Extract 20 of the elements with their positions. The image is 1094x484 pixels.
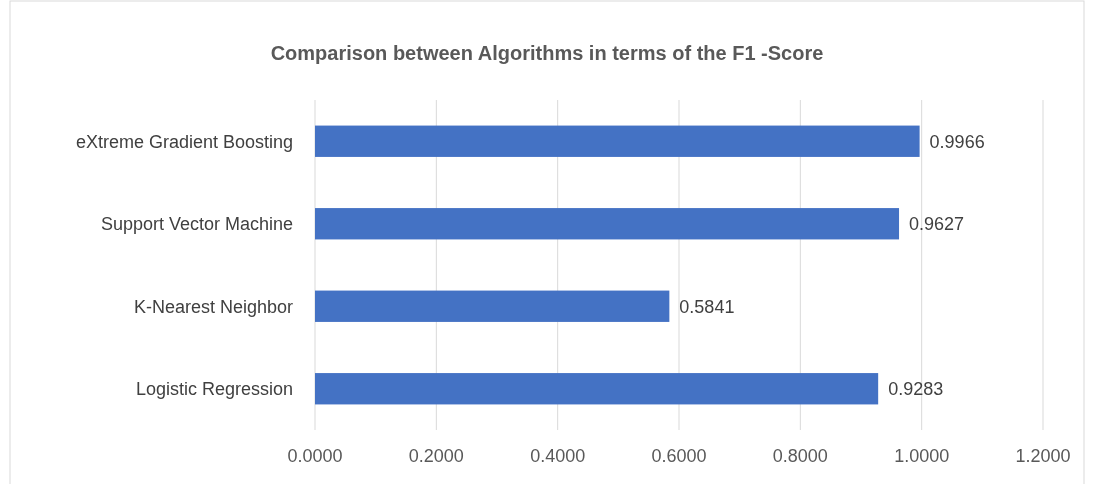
x-tick-label: 0.8000	[772, 446, 828, 466]
y-tick-label: eXtreme Gradient Boosting	[75, 131, 293, 152]
y-tick-label: K-Nearest Neighbor	[133, 296, 293, 317]
chart-title: Comparison between Algorithms in terms of the F1 -Score	[270, 42, 824, 64]
x-tick-label: 0.6000	[651, 446, 707, 466]
bar	[315, 208, 900, 240]
y-tick-label: Logistic Regression	[135, 379, 293, 400]
data-label: 0.9966	[929, 131, 985, 152]
bar	[315, 125, 920, 157]
x-tick-label: 0.2000	[408, 446, 464, 466]
y-tick-label: Support Vector Machine	[100, 214, 293, 235]
x-tick-label: 1.0000	[894, 446, 950, 466]
data-label: 0.5841	[679, 296, 735, 317]
bar	[315, 290, 670, 322]
x-tick-label: 0.4000	[530, 446, 586, 466]
x-tick-label: 0.0000	[287, 446, 343, 466]
x-tick-label: 1.2000	[1015, 446, 1071, 466]
data-label: 0.9627	[909, 214, 965, 235]
bar	[315, 373, 879, 405]
data-label: 0.9283	[888, 379, 944, 400]
